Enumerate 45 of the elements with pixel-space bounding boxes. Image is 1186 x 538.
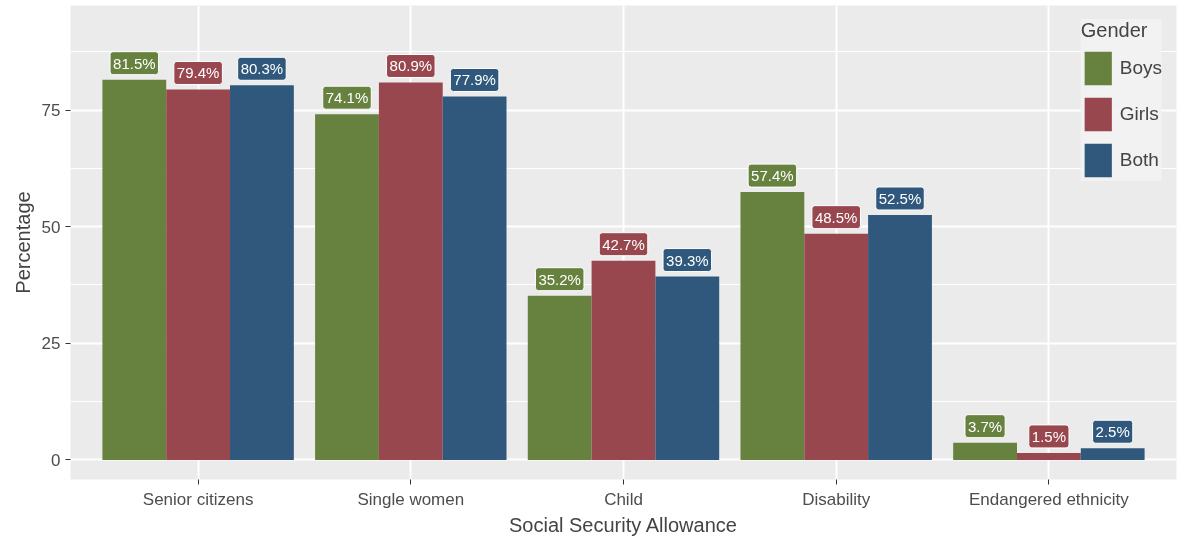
y-axis-title: Percentage xyxy=(11,191,34,294)
x-tick-label: Disability xyxy=(802,489,871,509)
bar xyxy=(315,114,379,460)
data-label: 3.7% xyxy=(967,417,1003,435)
bar xyxy=(804,233,869,460)
bar xyxy=(1080,448,1145,460)
bar xyxy=(740,192,805,460)
x-tick-label: Single women xyxy=(357,489,465,509)
bar xyxy=(868,214,932,460)
y-tick-label: 75 xyxy=(41,101,61,120)
legend-label: Both xyxy=(1119,149,1159,171)
data-label: 48.5% xyxy=(814,208,858,226)
data-label: 35.2% xyxy=(538,270,581,288)
data-label: 80.9% xyxy=(389,57,433,75)
bar xyxy=(230,85,294,460)
x-axis-title: Social Security Allowance xyxy=(509,513,737,536)
data-label: 80.3% xyxy=(240,60,284,78)
data-label: 77.9% xyxy=(453,71,496,89)
bar xyxy=(102,79,167,460)
data-label: 1.5% xyxy=(1031,427,1066,445)
y-tick-label: 25 xyxy=(41,334,61,354)
data-label: 74.1% xyxy=(325,89,369,107)
data-label: 79.4% xyxy=(176,64,220,82)
legend-label: Girls xyxy=(1119,103,1159,125)
bar xyxy=(442,96,507,460)
data-label: 52.5% xyxy=(878,189,922,207)
data-label: 42.7% xyxy=(602,235,645,253)
y-tick-label: 0 xyxy=(51,450,61,470)
bar xyxy=(591,260,656,460)
data-label: 57.4% xyxy=(751,167,794,185)
bar xyxy=(1016,452,1081,460)
data-label: 81.5% xyxy=(113,54,156,72)
bar xyxy=(655,276,720,460)
legend-label: Boys xyxy=(1119,57,1162,79)
data-label: 39.3% xyxy=(666,251,709,269)
y-tick-label: 50 xyxy=(41,217,61,237)
x-tick-label: Child xyxy=(604,489,643,509)
bar xyxy=(378,82,443,460)
legend-title: Gender xyxy=(1080,19,1149,42)
bar xyxy=(527,295,592,460)
x-tick-label: Senior citizens xyxy=(142,489,254,509)
data-label: 2.5% xyxy=(1095,423,1130,441)
bar xyxy=(166,89,231,460)
bar xyxy=(953,442,1017,460)
x-tick-label: Endangered ethnicity xyxy=(969,489,1130,509)
